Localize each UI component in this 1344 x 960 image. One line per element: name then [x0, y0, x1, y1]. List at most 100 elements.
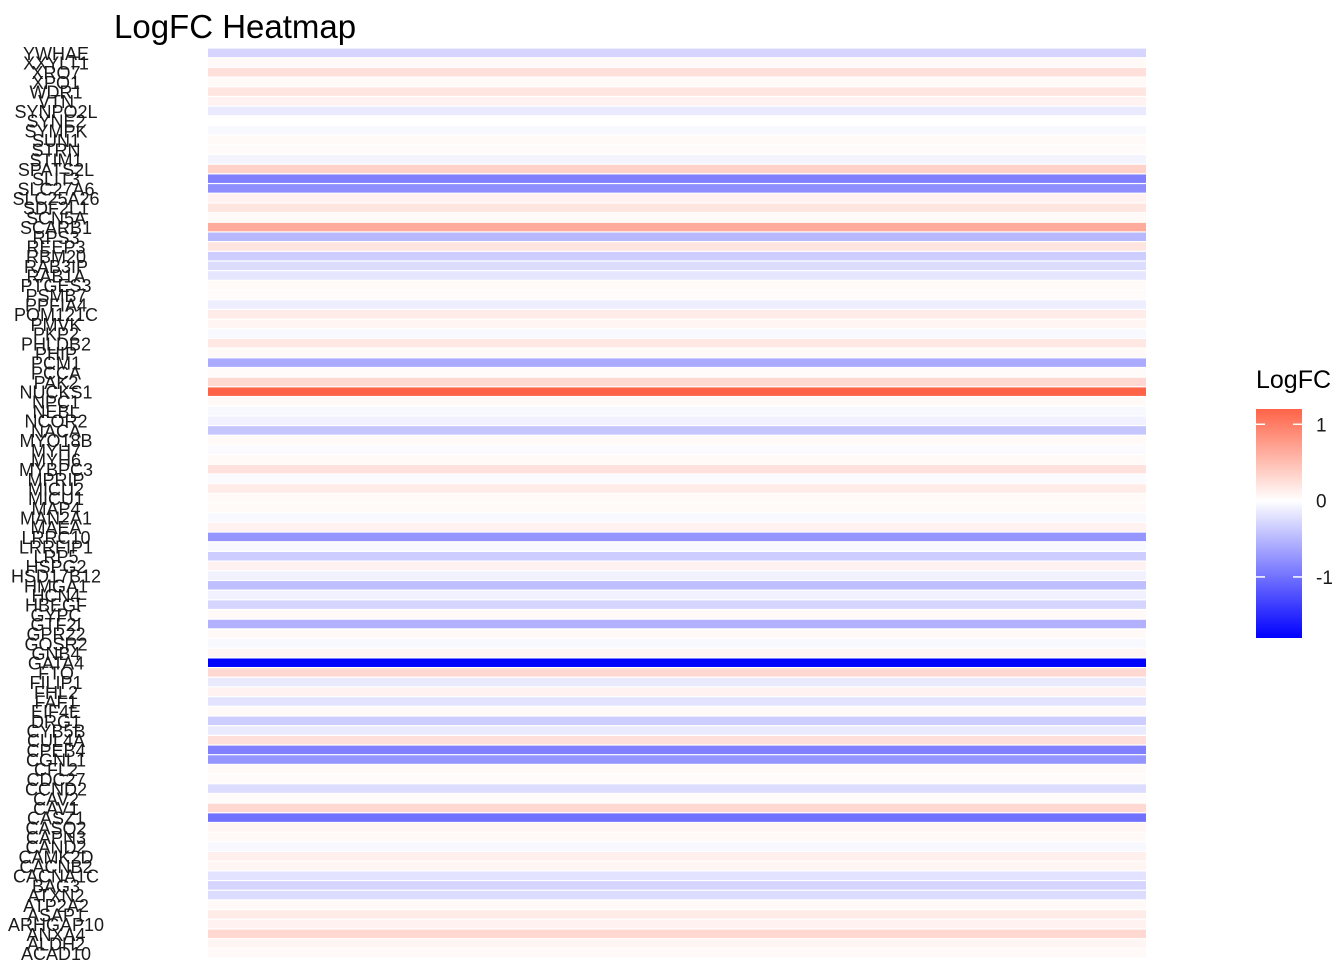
y-tick-label: EIF4E: [31, 702, 81, 722]
heatmap-tile: [208, 222, 1146, 232]
y-tick-label: NCOR2: [24, 412, 87, 432]
y-tick-label: PHLDB2: [21, 334, 91, 354]
heatmap-tile: [208, 135, 1146, 145]
heatmap-tile: [208, 823, 1146, 832]
heatmap-tile: [208, 861, 1146, 871]
legend-title: LogFC: [1256, 366, 1332, 394]
y-tick-label: MYH7: [31, 441, 81, 461]
y-tick-label: SYMPK: [24, 121, 87, 141]
heatmap-tile: [208, 416, 1146, 425]
heatmap-tile: [208, 251, 1146, 261]
heatmap-tile: [208, 271, 1146, 280]
heatmap-tile: [208, 571, 1146, 580]
heatmap-tile: [208, 610, 1146, 619]
legend-tick-label: 1: [1316, 415, 1327, 436]
heatmap-tile: [208, 387, 1146, 396]
y-tick-label: NACA: [31, 421, 81, 441]
y-tick-label: SUN1: [32, 131, 80, 151]
y-tick-label: SYNE2: [26, 112, 85, 132]
heatmap-tile: [208, 464, 1146, 474]
y-tick-label: RAB1A: [26, 267, 85, 287]
y-tick-label: GTF2I: [30, 615, 81, 635]
heatmap-tile: [208, 300, 1146, 309]
y-tick-label: LRRFIP1: [19, 538, 93, 558]
heatmap-tile: [208, 280, 1146, 290]
heatmap-tile: [208, 493, 1146, 503]
y-tick-label: PMVK: [30, 315, 81, 335]
heatmap-tile: [208, 261, 1146, 271]
y-tick-label: MYBPC3: [19, 460, 93, 480]
y-tick-label: CAV2: [33, 789, 79, 809]
heatmap-tile: [208, 832, 1146, 842]
chart-title: LogFC Heatmap: [114, 8, 357, 45]
y-axis-labels: YWHAEXXYLT1XRO7XPO1WDR1VTNSYNPO2LSYNE2SY…: [8, 44, 104, 960]
y-tick-label: PCM1: [31, 354, 81, 374]
heatmap-tile: [208, 600, 1146, 609]
heatmap-tile: [208, 377, 1146, 387]
heatmap-tile: [208, 677, 1146, 687]
heatmap-tile: [208, 164, 1146, 174]
heatmap-tile: [208, 203, 1146, 212]
legend-tick-label: -1: [1316, 568, 1333, 589]
y-tick-label: BAG3: [32, 876, 80, 896]
y-tick-label: HSPG2: [25, 557, 86, 577]
heatmap-tile: [208, 639, 1146, 648]
heatmap-tile: [208, 455, 1146, 464]
heatmap-tile: [208, 929, 1146, 939]
heatmap-tile: [208, 716, 1146, 726]
heatmap-tile: [208, 348, 1146, 358]
y-tick-label: CFL2: [34, 760, 78, 780]
y-tick-label: GYPC: [30, 605, 81, 625]
heatmap-tile: [208, 919, 1146, 929]
y-tick-label: POM121C: [14, 305, 98, 325]
y-tick-label: LRP5: [33, 547, 78, 567]
y-tick-label: CCND2: [25, 780, 87, 800]
heatmap-tile: [208, 58, 1146, 67]
y-tick-label: MAEA: [30, 518, 81, 538]
heatmap-tile: [208, 619, 1146, 629]
heatmap-tile: [208, 358, 1146, 367]
heatmap-tile: [208, 910, 1146, 919]
y-tick-label: GNB4: [31, 644, 80, 664]
y-tick-label: MAP4: [31, 499, 80, 519]
y-tick-label: ANXA4: [26, 925, 85, 945]
heatmap-tile: [208, 193, 1146, 203]
y-tick-label: LRRC10: [21, 528, 90, 548]
y-tick-label: CDC27: [26, 770, 85, 790]
y-tick-label: CAND2: [25, 838, 86, 858]
heatmap-tile: [208, 368, 1146, 377]
y-tick-label: PPFIA4: [25, 296, 87, 316]
y-tick-label: FHL2: [34, 683, 78, 703]
y-tick-label: RPS3: [32, 228, 79, 248]
y-tick-label: HMGA1: [24, 576, 88, 596]
y-tick-label: HCN4: [31, 586, 80, 606]
y-tick-label: MAN2A1: [20, 509, 92, 529]
heatmap-tile: [208, 445, 1146, 454]
y-tick-label: VTN: [38, 92, 74, 112]
y-tick-label: PAK2: [34, 373, 79, 393]
y-tick-label: ALDH2: [27, 934, 85, 954]
y-tick-label: PTGES3: [20, 276, 91, 296]
y-tick-label: PHIP: [35, 344, 77, 364]
y-tick-label: WDR1: [30, 83, 83, 103]
y-tick-label: SYNPO2L: [14, 102, 97, 122]
y-tick-label: MICU2: [28, 479, 84, 499]
heatmap-tile: [208, 97, 1146, 106]
heatmap-tile: [208, 435, 1146, 445]
y-tick-label: RBM20: [26, 247, 86, 267]
heatmap-tile: [208, 339, 1146, 348]
y-tick-label: ARHGAP10: [8, 915, 104, 935]
heatmap-tile: [208, 668, 1146, 677]
heatmap-tile: [208, 67, 1146, 77]
y-tick-label: FAF1: [34, 692, 77, 712]
heatmap-tile: [208, 890, 1146, 900]
y-tick-label: SLC25A26: [12, 189, 99, 209]
heatmap-tile: [208, 484, 1146, 493]
heatmap-tile: [208, 474, 1146, 484]
heatmap-tile: [208, 948, 1146, 958]
heatmap-tile: [208, 900, 1146, 909]
heatmap-tile: [208, 503, 1146, 513]
heatmap-tile: [208, 590, 1146, 600]
y-tick-label: ATXN2: [28, 886, 85, 906]
heatmap-tile: [208, 406, 1146, 416]
